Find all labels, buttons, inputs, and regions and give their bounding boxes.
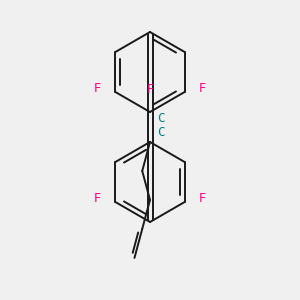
Text: F: F xyxy=(146,83,154,96)
Text: C: C xyxy=(157,112,164,125)
Text: F: F xyxy=(94,191,101,205)
Text: F: F xyxy=(94,82,101,94)
Text: F: F xyxy=(199,191,206,205)
Text: C: C xyxy=(157,127,164,140)
Text: F: F xyxy=(199,82,206,94)
